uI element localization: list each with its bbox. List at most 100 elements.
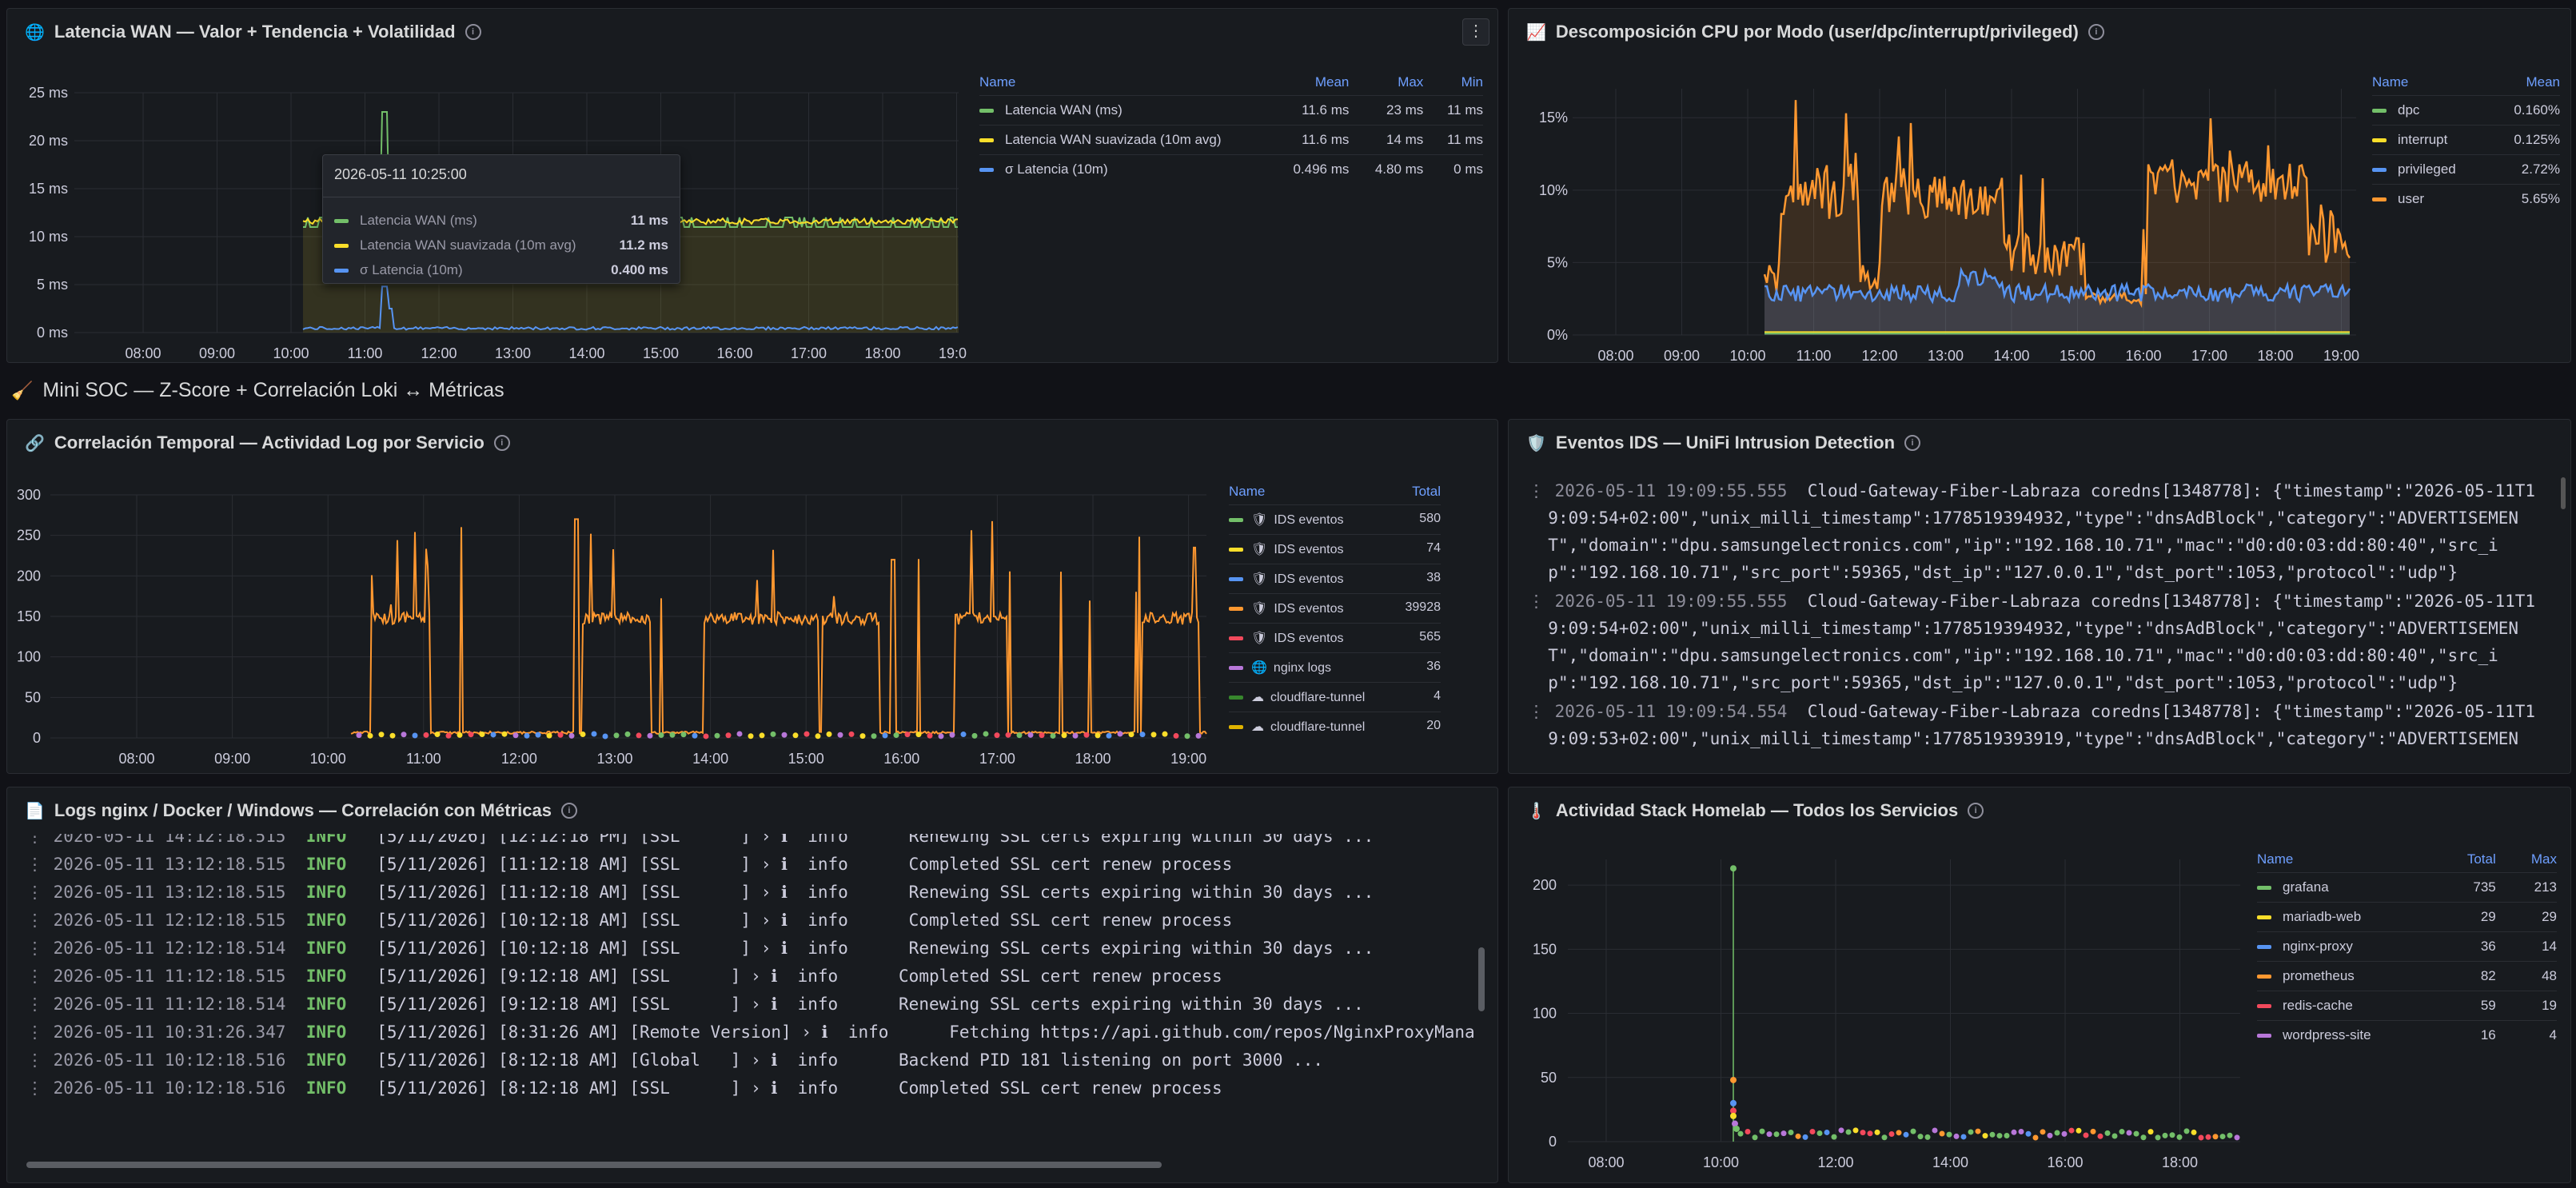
data-point [770,731,776,737]
legend-row[interactable]: 🛡 IDS eventos 39928 [1229,593,1441,623]
cpu-chart[interactable]: 0% 5% 10% 15% 08:00 09:00 10:00 11:00 12:00 13:00… [1509,57,2364,363]
data-point [759,732,765,739]
x-tick-label: 08:00 [1597,348,1633,363]
data-point [994,732,1000,739]
legend-row[interactable]: 🌐 nginx logs 36 [1229,652,1441,682]
log-line[interactable]: ⋮ 2026-05-11 14:12:18.515 INFO [5/11/202… [26,834,1481,851]
log-line[interactable]: ⋮ 2026-05-11 10:12:18.516 INFO [5/11/202… [26,1050,1324,1070]
log-line[interactable]: ⋮ 2026-05-11 11:12:18.515 INFO [5/11/202… [26,967,1222,986]
legend-row[interactable]: Latencia WAN (ms) 11.6 ms 23 ms 11 ms [979,95,1483,126]
panel-title: 🛡️ Eventos IDS — UniFi Intrusion Detecti… [1526,433,1921,453]
expand-icon[interactable]: ⋮ [1528,481,1555,500]
expand-icon[interactable]: ⋮ [26,855,54,874]
legend-row[interactable]: user 5.65% [2372,184,2560,213]
expand-icon[interactable]: ⋮ [26,911,54,930]
log-entry[interactable]: ⋮ 2026-05-11 19:09:54.554 Cloud-Gateway-… [1528,702,2536,748]
x-tick-label: 10:00 [273,345,309,361]
legend-row[interactable]: privileged 2.72% [2372,154,2560,185]
legend-row[interactable]: wordpress-site 16 4 [2257,1020,2557,1050]
legend-row[interactable]: prometheus 82 48 [2257,961,2557,991]
x-tick-label: 16:00 [716,345,752,361]
legend-row[interactable]: 🛡 IDS eventos 38 [1229,564,1441,593]
expand-icon[interactable]: ⋮ [26,995,54,1014]
vertical-scrollbar[interactable] [1478,843,1485,1155]
row-title[interactable]: 🧹 Mini SOC — Z-Score + Correlación Loki … [11,379,504,401]
y-tick-label: 300 [17,487,41,503]
data-point [2011,1129,2017,1135]
legend-row[interactable]: mariadb-web 29 29 [2257,902,2557,932]
log-line[interactable]: ⋮ 2026-05-11 10:12:18.516 INFO [5/11/202… [26,1078,1222,1098]
data-point [479,731,485,737]
stack-chart[interactable]: 0 50 100 150 200 08:00 10:00 12:00 14:00 16:00 18:… [1509,835,2256,1183]
info-icon[interactable]: i [493,435,510,451]
log-line[interactable]: ⋮ 2026-05-11 12:12:18.515 INFO [5/11/202… [26,911,1233,930]
chart-icon: 📈 [1526,23,1546,42]
legend-row[interactable]: ☁ cloudflare-tunnel 20 [1229,712,1441,741]
data-point [703,733,709,740]
panel-title: 🌐 Latencia WAN — Valor + Tendencia + Vol… [25,22,481,42]
log-list[interactable]: ⋮ 2026-05-11 14:12:18.515 INFO [5/11/202… [26,834,1481,1154]
data-point [2032,1134,2039,1141]
info-icon[interactable]: i [465,24,481,40]
legend-row[interactable]: grafana 735 213 [2257,872,2557,903]
data-point [1867,1130,1873,1137]
y-tick-label: 50 [1541,1070,1557,1086]
panel-menu-button[interactable]: ⋮ [1462,18,1489,46]
legend-row[interactable]: Latencia WAN suavizada (10m avg) 11.6 ms 1… [979,125,1483,155]
x-tick-label: 12:00 [1817,1154,1853,1170]
expand-icon[interactable]: ⋮ [1528,702,1555,721]
expand-icon[interactable]: ⋮ [26,1023,54,1042]
log-line[interactable]: ⋮ 2026-05-11 13:12:18.515 INFO [5/11/202… [26,855,1233,874]
expand-icon[interactable]: ⋮ [26,834,54,846]
legend-row[interactable]: σ Latencia (10m) 0.496 ms 4.80 ms 0 ms [979,154,1483,184]
ids-log-list[interactable]: ⋮ 2026-05-11 19:09:55.555 Cloud-Gateway-… [1528,477,2535,754]
data-point [423,732,429,738]
expand-icon[interactable]: ⋮ [26,1050,54,1070]
legend-row[interactable]: 🛡 IDS eventos 74 [1229,534,1441,564]
horizontal-scrollbar[interactable] [26,1162,1481,1168]
panel-stack-activity: 🌡️ Actividad Stack Homelab — Todos los S… [1508,787,2571,1183]
expand-icon[interactable]: ⋮ [26,939,54,958]
scrollbar[interactable] [2561,477,2566,765]
expand-icon[interactable]: ⋮ [1528,592,1555,611]
log-line[interactable]: ⋮ 2026-05-11 11:12:18.514 INFO [5/11/202… [26,995,1364,1014]
expand-icon[interactable]: ⋮ [26,967,54,986]
info-icon[interactable]: i [1968,803,1984,819]
data-point [837,732,843,738]
data-point [826,731,832,737]
data-point [647,732,653,739]
legend-row[interactable]: interrupt 0.125% [2372,125,2560,155]
expand-icon[interactable]: ⋮ [26,883,54,902]
data-point [1903,1131,1909,1138]
legend-row[interactable]: nginx-proxy 36 14 [2257,931,2557,962]
data-point [2083,1132,2089,1138]
legend-row[interactable]: ☁ cloudflare-tunnel 4 [1229,682,1441,712]
log-entry[interactable]: ⋮ 2026-05-11 19:09:55.555 Cloud-Gateway-… [1528,592,2536,692]
data-point [748,733,754,740]
data-point [1195,732,1202,739]
data-point [736,731,743,737]
corr-chart[interactable]: 0 50 100 150 200 250 300 08:00 09:00 10:00 11:00 12… [7,468,1214,774]
info-icon[interactable]: i [560,803,577,819]
info-icon[interactable]: i [1904,435,1921,451]
data-point [1005,732,1011,738]
data-point [658,732,664,738]
data-point [613,732,620,739]
log-line[interactable]: ⋮ 2026-05-11 13:12:18.515 INFO [5/11/202… [26,883,1374,902]
info-icon[interactable]: i [2088,24,2104,40]
data-point [1860,1130,1866,1136]
data-point [1773,1131,1780,1138]
expand-icon[interactable]: ⋮ [26,1078,54,1098]
x-tick-label: 19:00 [939,345,967,361]
y-tick-label: 200 [1533,877,1557,893]
legend-row[interactable]: dpc 0.160% [2372,95,2560,126]
log-line[interactable]: ⋮ 2026-05-11 12:12:18.514 INFO [5/11/202… [26,939,1374,958]
log-entry[interactable]: ⋮ 2026-05-11 19:09:55.555 Cloud-Gateway-… [1528,481,2536,582]
legend-row[interactable]: 🛡 IDS eventos 565 [1229,623,1441,652]
data-point [1730,1112,1737,1119]
log-line[interactable]: ⋮ 2026-05-11 10:31:26.347 INFO [5/11/202… [26,1023,1475,1042]
x-tick-label: 16:00 [883,751,919,767]
x-tick-label: 17:00 [791,345,827,361]
legend-row[interactable]: 🛡 IDS eventos 580 [1229,504,1441,534]
legend-row[interactable]: redis-cache 59 19 [2257,991,2557,1021]
